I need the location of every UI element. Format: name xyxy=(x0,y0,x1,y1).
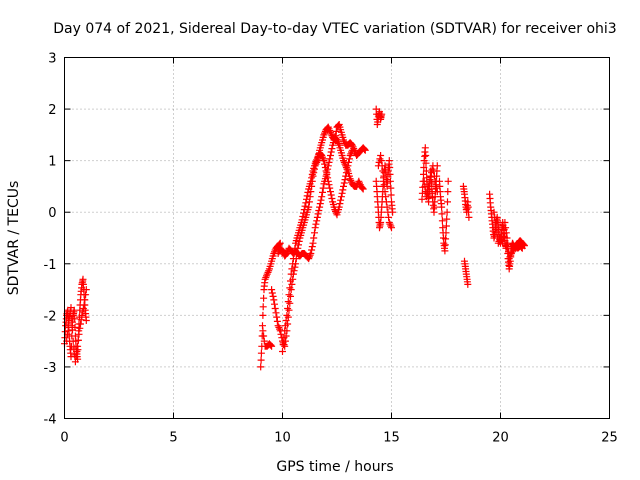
data-point-cluster xyxy=(257,239,284,371)
data-point-cluster xyxy=(61,275,90,363)
y-tick-label: -3 xyxy=(44,361,57,376)
data-point-cluster xyxy=(374,152,395,232)
x-tick-label: 10 xyxy=(274,431,291,446)
data-point-cluster xyxy=(279,146,356,355)
data-points xyxy=(61,105,528,371)
y-tick-label: -2 xyxy=(44,309,57,324)
y-axis-label: SDTVAR / TECUs xyxy=(6,181,22,296)
y-tick-label: 3 xyxy=(48,52,56,67)
data-point-cluster xyxy=(486,190,528,273)
y-tick-label: 2 xyxy=(48,103,56,118)
data-point-cluster xyxy=(461,257,472,288)
x-tick-label: 25 xyxy=(601,431,618,446)
data-point-cluster xyxy=(274,133,367,263)
y-tick-label: 0 xyxy=(48,206,56,221)
x-tick-label: 15 xyxy=(383,431,400,446)
data-point-cluster xyxy=(490,208,526,263)
grid xyxy=(64,57,610,419)
x-tick-label: 5 xyxy=(169,431,177,446)
data-point-cluster xyxy=(436,177,452,255)
chart-title: Day 074 of 2021, Sidereal Day-to-day VTE… xyxy=(53,21,616,37)
data-point-cluster xyxy=(63,286,90,366)
plot-frame xyxy=(64,57,610,419)
x-tick-label: 20 xyxy=(492,431,509,446)
x-tick-label: 0 xyxy=(60,431,68,446)
data-point-cluster xyxy=(420,162,441,201)
y-tick-label: 1 xyxy=(48,155,56,170)
data-point-cluster xyxy=(372,105,386,128)
axis-ticks: 0 5 10 15 20 25 -4 -3 -2 -1 0 1 2 3 xyxy=(44,52,618,446)
data-point-cluster xyxy=(259,327,276,350)
y-tick-label: -4 xyxy=(44,413,57,428)
x-axis-label: GPS time / hours xyxy=(276,459,393,475)
y-tick-label: -1 xyxy=(44,258,57,273)
data-point-cluster xyxy=(459,182,473,221)
